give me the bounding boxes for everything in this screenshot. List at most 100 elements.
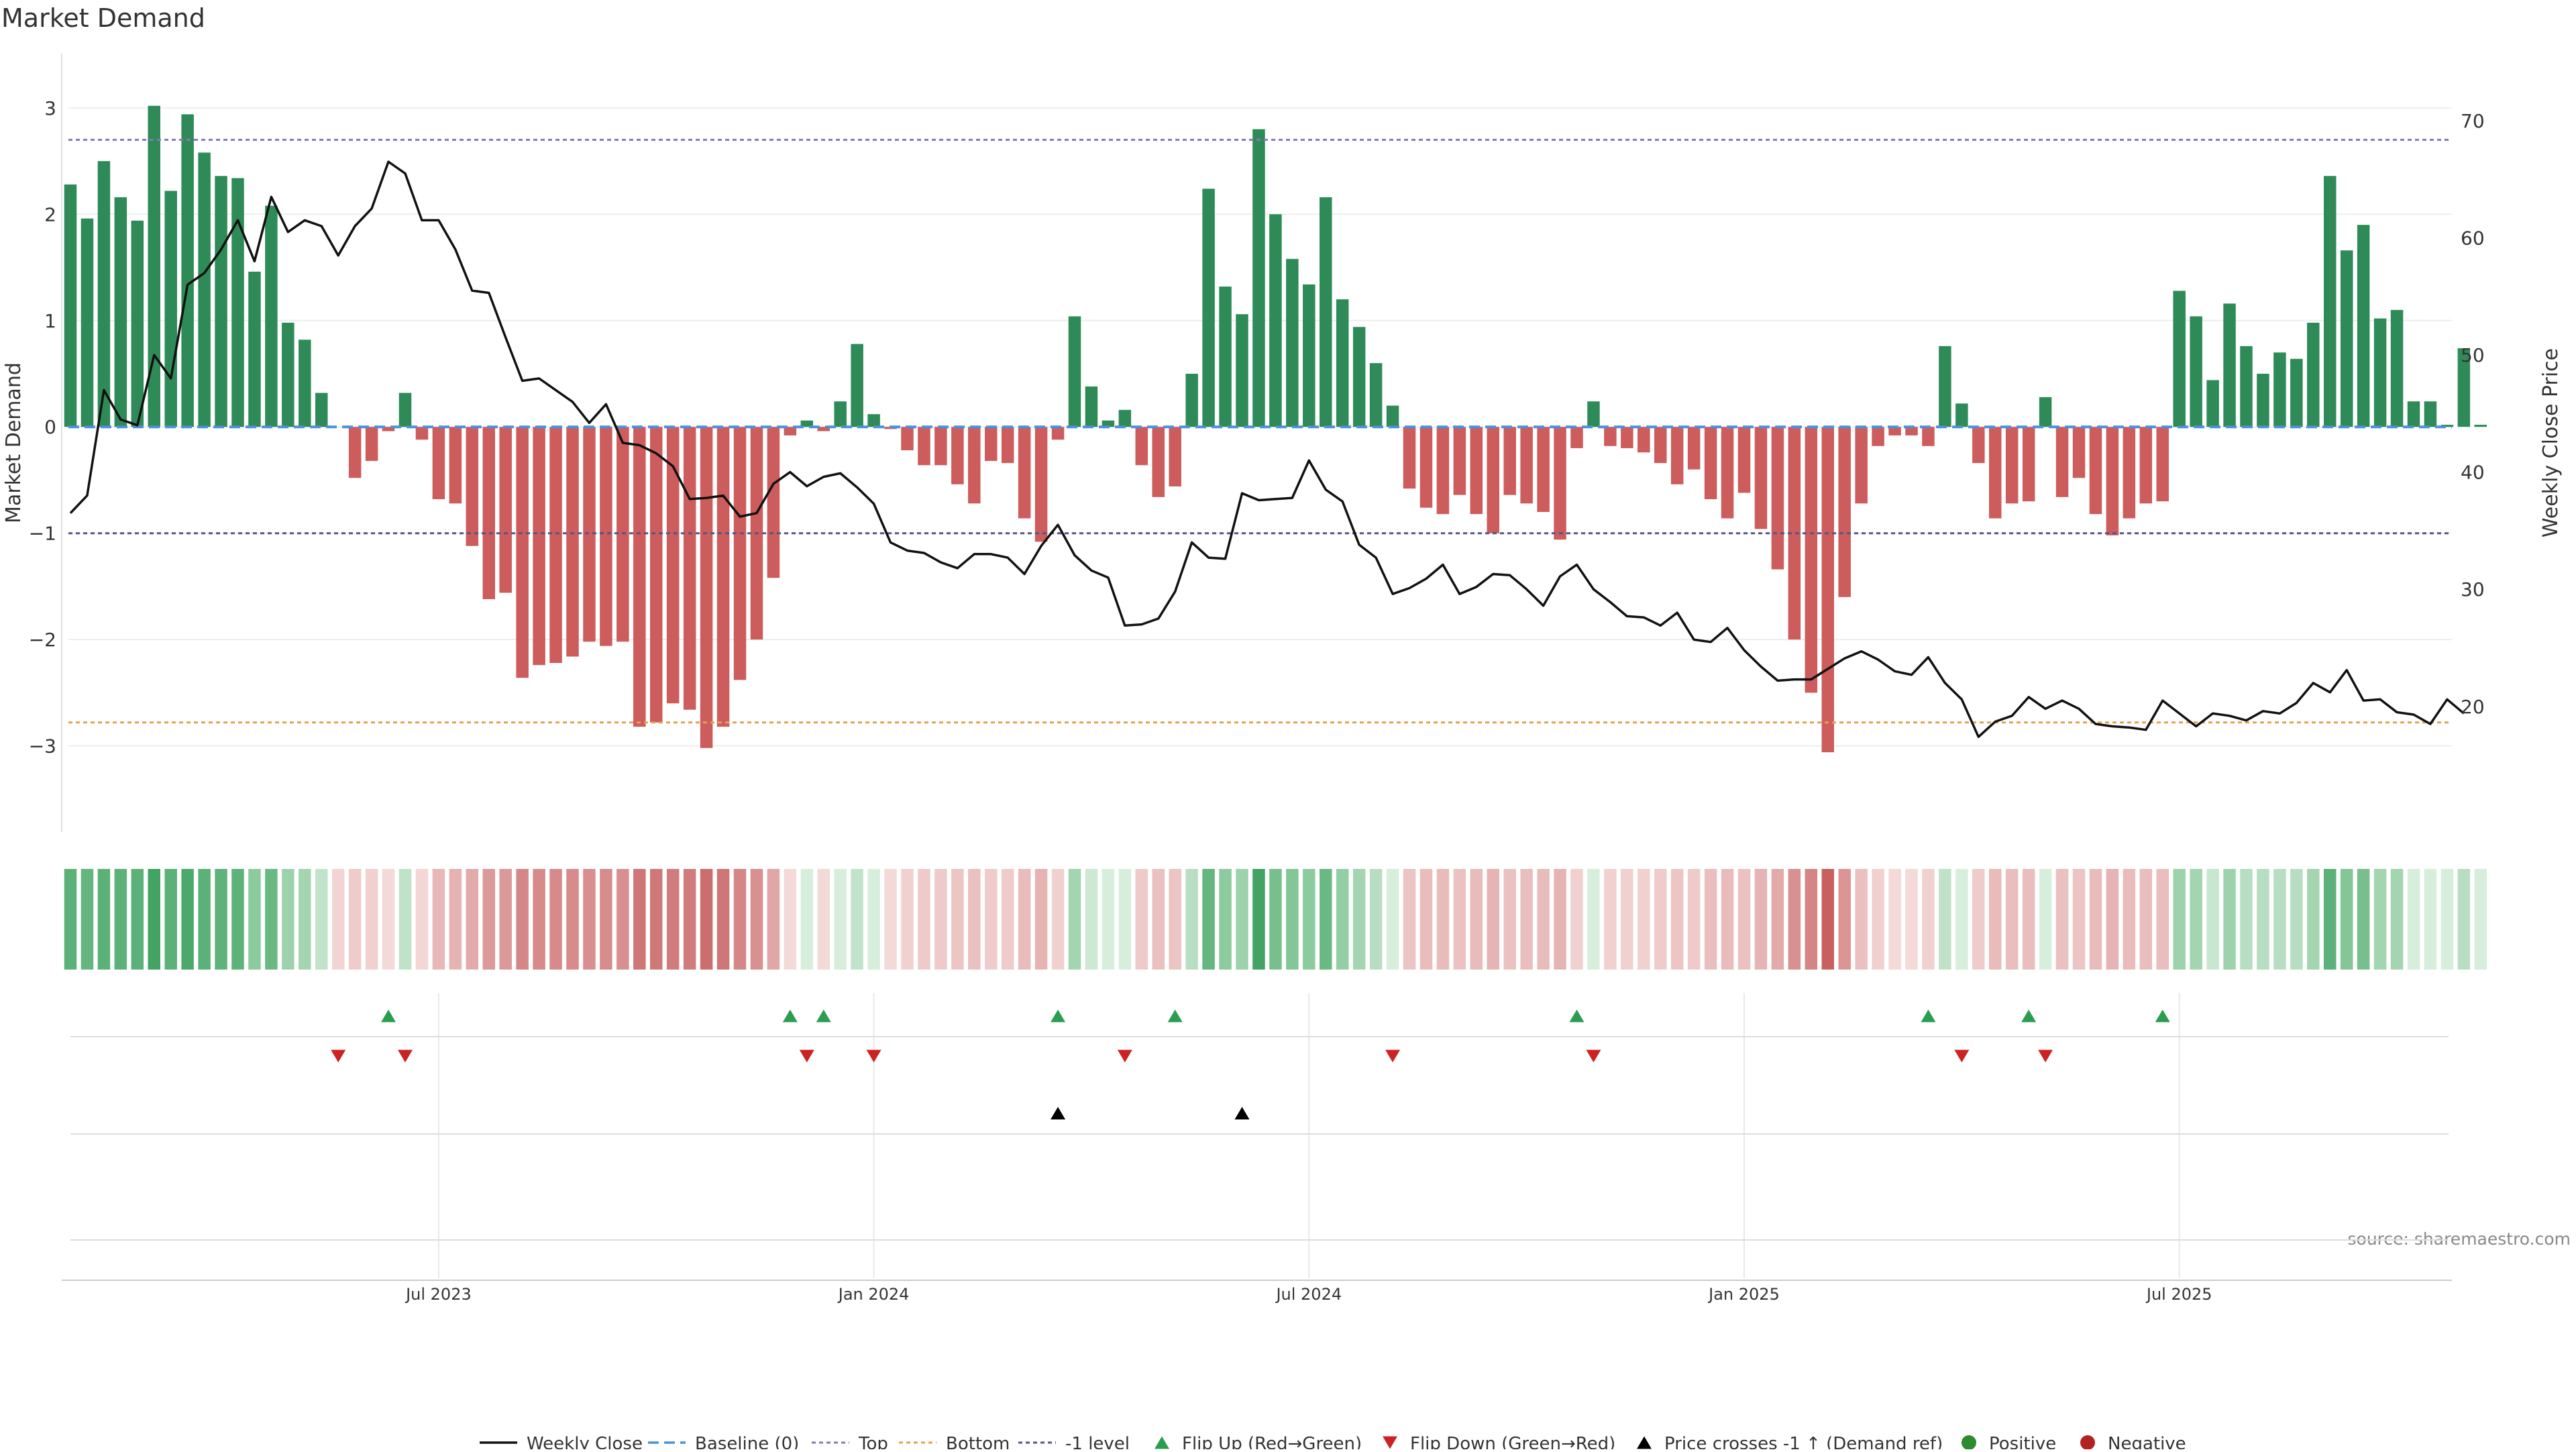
negative-demand-bar [733, 427, 747, 680]
y-left-tick-label: −2 [29, 629, 56, 651]
x-tick-label: Jan 2024 [837, 1285, 910, 1304]
legend-label: -1 level [1065, 1434, 1130, 1449]
heatmap-cell [2139, 869, 2153, 970]
heatmap-cell [1152, 869, 1165, 970]
source-note: source: sharemaestro.com [2348, 1229, 2571, 1249]
negative-demand-bar [918, 427, 930, 466]
legend-label: Weekly Close [527, 1434, 643, 1449]
heatmap-cell [2290, 869, 2303, 970]
positive-demand-bar [1269, 214, 1282, 427]
positive-demand-bar [1587, 401, 1600, 427]
negative-demand-bar [767, 427, 780, 578]
heatmap-cell [2206, 869, 2219, 970]
negative-demand-bar [1621, 427, 1633, 448]
legend-item-top: Top [812, 1434, 888, 1452]
negative-demand-bar [1754, 427, 1768, 529]
heatmap-cell [1185, 869, 1198, 970]
heatmap-cell [2190, 869, 2202, 970]
heatmap-cell [1621, 869, 1633, 970]
positive-demand-bar [1102, 420, 1115, 427]
reference-levels [68, 138, 2452, 724]
flip-up-marker [2155, 1009, 2170, 1023]
legend-item-flip-up: Flip Up (Red→Green) [1155, 1434, 1362, 1452]
negative-demand-bar [600, 427, 612, 646]
positive-demand-bar [248, 271, 261, 427]
positive-demand-bar [2357, 225, 2370, 427]
positive-demand-bar [2407, 401, 2420, 427]
heatmap-cell [1989, 869, 2002, 970]
positive-demand-bar [2340, 250, 2353, 427]
y-left-tick-label: 3 [44, 97, 56, 119]
heatmap-cell [1604, 869, 1617, 970]
heatmap-cell [1554, 869, 1566, 970]
negative-demand-bar [499, 427, 512, 593]
negative-demand-bar [1638, 427, 1650, 453]
y-right-tick-label: 60 [2461, 227, 2485, 249]
heatmap-cell [600, 869, 612, 970]
legend-item-flip-down: Flip Down (Green→Red) [1383, 1434, 1615, 1452]
heatmap-cell [2357, 869, 2370, 970]
flip-up-marker [1051, 1009, 1066, 1023]
chart-title: Market Demand [1, 3, 205, 33]
heatmap-cell [1102, 869, 1115, 970]
y-axis-left-label: Market Demand [2, 362, 25, 523]
price-cross-marker [1234, 1106, 1250, 1120]
heatmap-cell [299, 869, 311, 970]
heatmap-cell [231, 869, 244, 970]
negative-demand-bar [1737, 427, 1751, 493]
heatmap-cell [1386, 869, 1399, 970]
heatmap-cell [181, 869, 194, 970]
heatmap-cell [499, 869, 512, 970]
heatmap-cell [348, 869, 362, 970]
negative-demand-bar [1989, 427, 2002, 519]
positive-demand-bar [1303, 284, 1316, 427]
heatmap-cell [716, 869, 730, 970]
flip-down-marker [866, 1049, 881, 1063]
heatmap-cell [1369, 869, 1383, 970]
negative-demand-bar [1554, 427, 1566, 540]
positive-demand-bar [398, 393, 412, 427]
heatmap-cell [80, 869, 94, 970]
y-right-tick-label: 50 [2461, 344, 2485, 366]
legend-label: Price crosses -1 ↑ (Demand ref) [1664, 1434, 1943, 1449]
heatmap-cell [2407, 869, 2420, 970]
legend-swatch [1637, 1436, 1652, 1449]
heatmap-cell [2106, 869, 2119, 970]
positive-demand-bar [2457, 348, 2471, 427]
negative-demand-bar [516, 427, 529, 678]
negative-demand-bar [1721, 427, 1734, 519]
legend-label: Negative [2108, 1434, 2186, 1449]
heatmap-cell [1654, 869, 1667, 970]
heatmap-cell [466, 869, 479, 970]
heatmap-cell [1118, 869, 1132, 970]
heatmap-cell [2474, 869, 2487, 970]
heatmap-cell [1503, 869, 1516, 970]
positive-demand-bar [1185, 374, 1198, 427]
flip-up-marker [2021, 1009, 2037, 1023]
heatmap-cell [851, 869, 863, 970]
negative-demand-bar [1838, 427, 1851, 597]
heatmap-cell [2223, 869, 2236, 970]
positive-demand-bar [181, 114, 194, 427]
negative-demand-bar [382, 427, 395, 431]
negative-demand-bar [432, 427, 445, 499]
heatmap-cell [1236, 869, 1248, 970]
negative-demand-bar [1604, 427, 1617, 446]
positive-demand-bar [2257, 374, 2269, 427]
heatmap-cell [1202, 869, 1215, 970]
heatmap-cell [817, 869, 830, 970]
negative-demand-bar [2005, 427, 2019, 504]
negative-demand-bar [934, 427, 947, 466]
heatmap-cell [2240, 869, 2253, 970]
negative-demand-bar [533, 427, 545, 666]
demand-bars [64, 105, 2487, 753]
negative-demand-bar [700, 427, 713, 748]
heatmap-cell [733, 869, 747, 970]
heatmap-cell [2055, 869, 2069, 970]
negative-demand-bar [817, 427, 830, 431]
heatmap-cell [2424, 869, 2437, 970]
heatmap-cell [1068, 869, 1081, 970]
legend-item-positive: Positive [1962, 1434, 2056, 1452]
heatmap-cell [1788, 869, 1801, 970]
positive-demand-bar [2424, 401, 2437, 427]
